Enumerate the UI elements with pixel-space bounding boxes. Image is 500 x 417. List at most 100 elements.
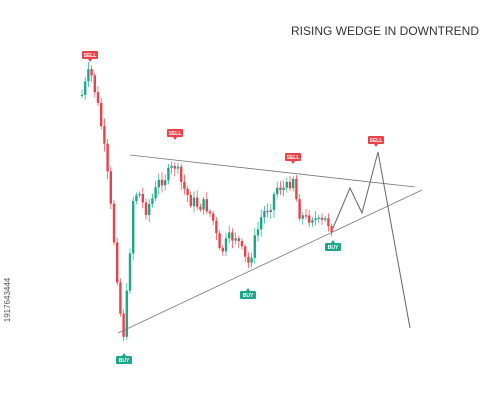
- candle-body: [199, 206, 202, 210]
- candle-body: [269, 209, 272, 213]
- candle-body: [221, 247, 224, 252]
- buy-badge: [325, 243, 341, 251]
- candle-body: [138, 193, 141, 196]
- candle-body: [292, 178, 295, 189]
- candle-body: [311, 220, 314, 223]
- candle-body: [148, 203, 151, 215]
- sell-label: SELL: [169, 131, 182, 137]
- candle-body: [282, 187, 285, 191]
- candle-body: [154, 187, 157, 199]
- sell-badge: [82, 51, 98, 59]
- candle-body: [90, 69, 93, 76]
- candle-body: [122, 313, 125, 337]
- candle-body: [279, 187, 282, 191]
- candle-body: [170, 165, 173, 168]
- upper-trendline: [129, 154, 416, 188]
- candle-body: [298, 199, 301, 219]
- candle-body: [285, 182, 288, 188]
- sell-label: SELL: [370, 138, 383, 144]
- candle-body: [301, 215, 304, 219]
- candle-body: [87, 69, 90, 82]
- sell-label: SELL: [287, 155, 300, 161]
- lower-trendline: [117, 189, 423, 334]
- candle-body: [116, 242, 119, 283]
- candle-body: [144, 202, 148, 215]
- buy-badge: [240, 291, 256, 299]
- candle-body: [244, 246, 247, 257]
- candle-body: [80, 94, 84, 97]
- sell-badge: [167, 129, 183, 137]
- sell-badge: [368, 136, 384, 144]
- candle-body: [247, 256, 250, 263]
- buy-badge: [116, 356, 132, 364]
- candle-body: [212, 213, 215, 221]
- candle-body: [308, 215, 311, 223]
- stock-id: 1917643444: [3, 277, 12, 322]
- candle-body: [202, 199, 205, 210]
- badge-pointer: [246, 288, 250, 291]
- candle-body: [167, 167, 170, 181]
- candle-body: [106, 143, 109, 172]
- candle-body: [151, 198, 154, 204]
- candle-body: [317, 217, 320, 219]
- sell-badge: [285, 153, 301, 161]
- buy-label: BUY: [119, 358, 130, 364]
- candle-body: [330, 226, 333, 233]
- candle-body: [304, 215, 308, 217]
- candle-body: [176, 166, 180, 169]
- candle-body: [231, 232, 234, 241]
- candle-body: [164, 180, 167, 186]
- candle-body: [132, 201, 135, 254]
- candle-body: [253, 235, 256, 258]
- candle-body: [320, 217, 324, 220]
- candle-body: [215, 220, 218, 234]
- candle-body: [183, 181, 186, 189]
- candle-body: [189, 195, 192, 207]
- candle-body: [314, 218, 317, 221]
- candles: [80, 61, 333, 341]
- candle-body: [128, 253, 132, 291]
- candle-body: [157, 179, 160, 188]
- candle-body: [112, 203, 116, 243]
- candle-body: [276, 187, 279, 195]
- buy-label: BUY: [328, 245, 339, 251]
- candle-body: [205, 199, 208, 212]
- candle-body: [96, 92, 100, 103]
- candle-body: [103, 126, 106, 144]
- title: RISING WEDGE IN DOWNTREND: [291, 24, 479, 38]
- signals: SELL SELL SELL SELL BUY BUY BUY: [82, 51, 384, 364]
- candle-body: [119, 282, 122, 314]
- candle-body: [240, 241, 244, 247]
- candle-body: [272, 194, 276, 210]
- candle-body: [218, 233, 221, 248]
- candle-body: [228, 232, 231, 239]
- badge-pointer: [88, 59, 92, 62]
- candle-body: [141, 193, 144, 203]
- candle-body: [266, 210, 269, 213]
- badge-pointer: [374, 144, 378, 147]
- candle-body: [250, 257, 253, 263]
- candle-body: [84, 81, 87, 95]
- candle-body: [180, 166, 183, 182]
- candle-body: [160, 179, 164, 186]
- candle-body: [224, 238, 228, 252]
- candle-body: [324, 218, 327, 220]
- candle-body: [260, 217, 263, 230]
- candle-body: [93, 75, 96, 93]
- candle-body: [234, 238, 237, 241]
- candle-body: [208, 211, 212, 214]
- candle-body: [109, 171, 112, 204]
- candle-body: [256, 229, 260, 236]
- projected-path: [332, 151, 411, 329]
- badge-pointer: [331, 240, 335, 243]
- candle-body: [192, 197, 196, 207]
- badge-pointer: [291, 161, 295, 164]
- candle-body: [196, 197, 199, 207]
- candle-body: [100, 102, 103, 127]
- candle-body: [135, 195, 138, 202]
- buy-label: BUY: [243, 293, 254, 299]
- candle-body: [186, 188, 189, 196]
- candle-body: [295, 178, 298, 200]
